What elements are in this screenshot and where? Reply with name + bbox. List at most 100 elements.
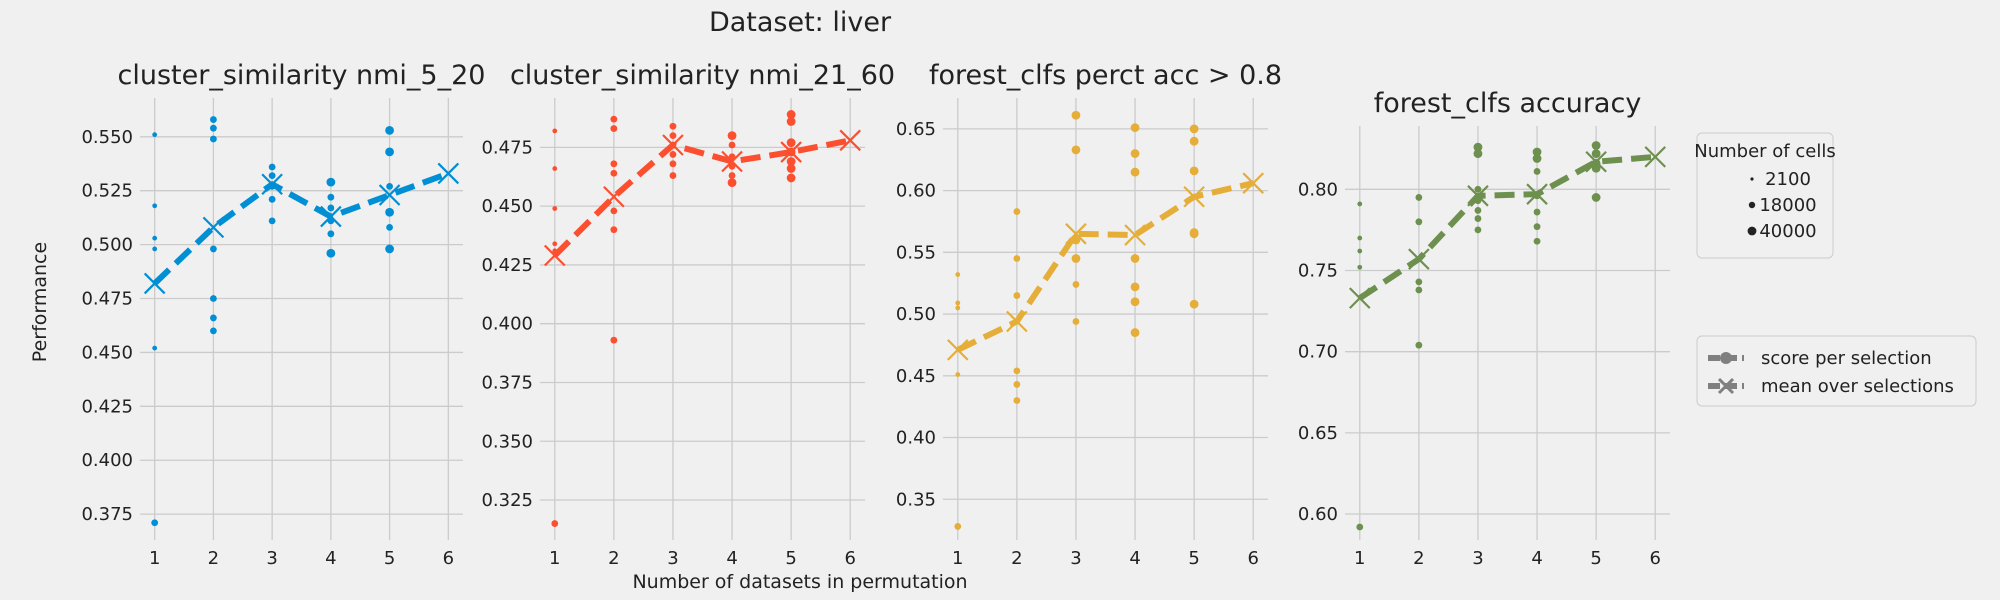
y-tick-label: 0.375 <box>81 504 133 525</box>
x-tick-label: 2 <box>1011 548 1022 569</box>
x-tick-label: 4 <box>1531 548 1542 569</box>
x-tick-label: 5 <box>384 548 395 569</box>
y-tick-label: 0.35 <box>896 489 936 510</box>
score-point <box>152 246 158 252</box>
score-point <box>1013 381 1021 388</box>
y-axis-label: Performance <box>29 242 51 362</box>
legend-size-label: 18000 <box>1759 195 1816 216</box>
mean-line <box>1358 153 1656 301</box>
score-point <box>1013 255 1021 262</box>
y-tick-label: 0.325 <box>481 490 533 511</box>
score-point <box>1130 149 1140 158</box>
y-tick-label: 0.450 <box>81 342 133 363</box>
score-point <box>268 172 276 180</box>
score-point <box>610 125 618 132</box>
x-tick-label: 1 <box>1354 548 1365 569</box>
y-tick-label: 0.450 <box>481 196 533 217</box>
score-point <box>786 164 796 173</box>
score-point <box>210 327 217 335</box>
y-tick-label: 0.65 <box>896 119 936 140</box>
score-point <box>268 195 276 203</box>
x-tick-label: 2 <box>208 548 219 569</box>
x-tick-label: 1 <box>149 548 160 569</box>
mean-marker <box>320 205 342 228</box>
legend-number-of-cells: Number of cells 2100 18000 40000 <box>1694 132 1836 259</box>
mean-marker <box>1644 146 1667 168</box>
legend-size-label: 2100 <box>1765 169 1811 190</box>
y-tick-label: 0.400 <box>481 314 533 335</box>
mean-marker <box>1006 310 1028 333</box>
y-tick-label: 0.80 <box>1298 179 1338 200</box>
score-point <box>1473 149 1483 159</box>
score-point <box>210 295 217 302</box>
score-point <box>210 245 217 253</box>
score-point <box>326 248 336 258</box>
y-tick-label: 0.425 <box>81 396 133 417</box>
legend-size-marker <box>1748 201 1756 209</box>
score-point <box>1474 226 1482 234</box>
score-point <box>1189 166 1199 176</box>
y-tick-label: 0.60 <box>1298 504 1338 525</box>
y-tick-label: 0.425 <box>481 255 533 276</box>
y-tick-label: 0.65 <box>1298 423 1338 444</box>
score-point <box>1532 147 1542 157</box>
score-point <box>1533 208 1541 216</box>
legend-size-label: 40000 <box>1759 221 1816 242</box>
mean-marker <box>721 150 743 173</box>
legend-style-label: mean over selections <box>1761 376 1954 397</box>
mean-marker <box>1467 185 1489 207</box>
y-tick-label: 0.55 <box>896 242 936 263</box>
score-point <box>1357 235 1363 241</box>
score-point <box>1591 141 1601 150</box>
score-point <box>955 300 961 306</box>
score-point <box>210 314 217 322</box>
score-point <box>1130 254 1140 263</box>
score-point <box>1591 149 1601 159</box>
score-point <box>1189 299 1199 309</box>
score-point <box>552 241 558 247</box>
score-point <box>1591 193 1601 202</box>
x-tick-label: 3 <box>266 548 277 569</box>
score-point <box>1013 367 1021 375</box>
score-point <box>1189 229 1199 239</box>
score-point <box>552 206 558 211</box>
subplot-title: cluster_similarity nmi_5_20 <box>118 60 486 91</box>
score-point <box>1189 124 1199 134</box>
score-point <box>551 520 559 527</box>
mean-marker <box>1348 287 1371 309</box>
score-point <box>610 336 618 344</box>
mean-marker <box>1408 248 1430 270</box>
mean-marker <box>143 272 166 295</box>
mean-marker <box>1585 150 1607 173</box>
score-point <box>786 138 796 148</box>
score-point <box>210 116 217 123</box>
y-tick-label: 0.400 <box>81 450 133 471</box>
score-point <box>1071 254 1081 263</box>
mean-line <box>956 180 1254 353</box>
score-point <box>610 226 618 234</box>
score-point <box>954 523 962 530</box>
y-tick-label: 0.50 <box>896 304 936 325</box>
score-point <box>326 177 336 187</box>
x-tick-label: 6 <box>1248 548 1259 569</box>
x-tick-label: 5 <box>785 548 796 569</box>
score-point <box>1415 286 1423 294</box>
legend-style-frame <box>1696 335 1977 407</box>
x-tick-label: 3 <box>1070 548 1081 569</box>
score-point <box>955 272 961 277</box>
score-point <box>386 183 393 190</box>
legend-style-label: score per selection <box>1761 348 1932 369</box>
mean-marker <box>780 141 802 163</box>
score-point <box>955 372 961 377</box>
score-point <box>1130 167 1140 177</box>
score-point <box>385 147 394 157</box>
subplot-accuracy: forest_clfs accuracy 1 2 3 4 5 6 0.60 0.65 0.70 0.… <box>1298 88 1670 569</box>
score-point <box>610 169 618 177</box>
legend-size-frame <box>1696 132 1834 259</box>
score-point <box>1013 292 1021 299</box>
score-point <box>1533 223 1541 231</box>
score-point <box>1071 145 1081 155</box>
y-tick-label: 0.475 <box>481 137 533 158</box>
score-point <box>1071 110 1081 120</box>
score-point <box>786 157 796 166</box>
